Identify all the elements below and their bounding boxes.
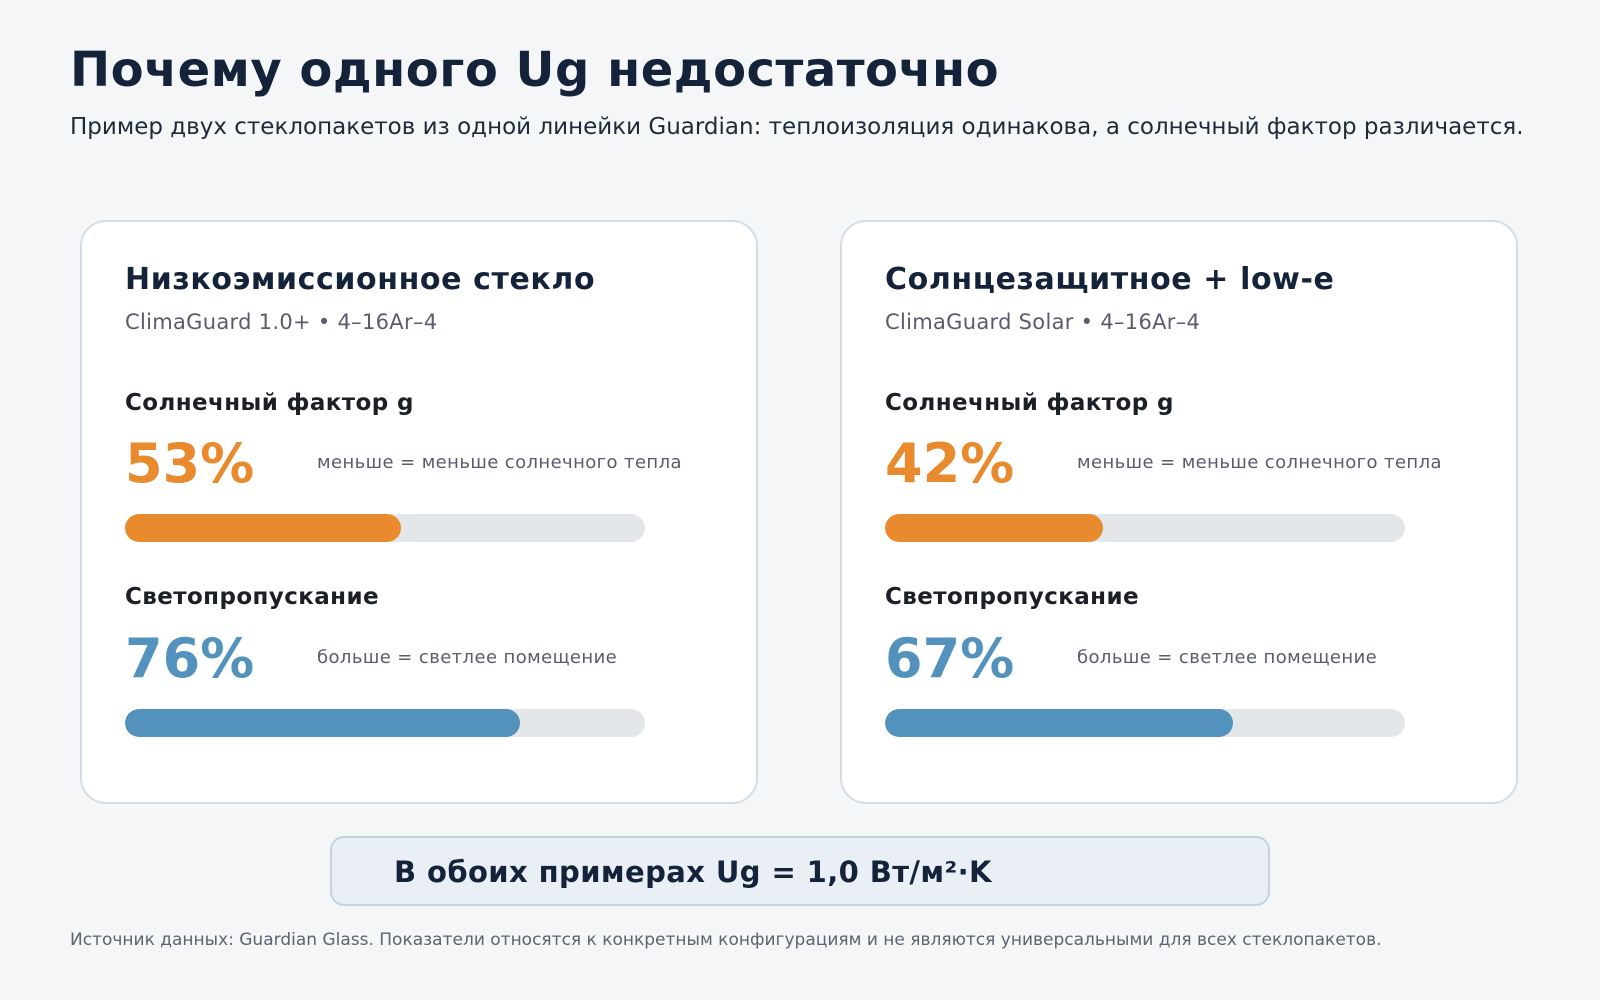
card-title: Низкоэмиссионное стекло <box>125 262 596 297</box>
page-title: Почему одного Ug недостаточно <box>70 42 1000 98</box>
metric-value: 67% <box>885 627 1015 690</box>
metric-value: 42% <box>885 432 1015 495</box>
metric-note: меньше = меньше солнечного тепла <box>1077 452 1442 473</box>
metric-label: Солнечный фактор g <box>125 390 414 416</box>
progress-bar-track <box>125 709 645 737</box>
card-title: Солнцезащитное + low-e <box>885 262 1335 297</box>
source-footnote: Источник данных: Guardian Glass. Показат… <box>70 930 1382 950</box>
metric-value: 76% <box>125 627 255 690</box>
metric-label: Солнечный фактор g <box>885 390 1174 416</box>
metric-note: меньше = меньше солнечного тепла <box>317 452 682 473</box>
summary-text: В обоих примерах Ug = 1,0 Вт/м²·K <box>394 855 992 889</box>
progress-bar-track <box>885 514 1405 542</box>
card-subtitle: ClimaGuard 1.0+ • 4–16Ar–4 <box>125 310 438 334</box>
metric-label: Светопропускание <box>125 584 379 610</box>
metric-value: 53% <box>125 432 255 495</box>
page-subtitle: Пример двух стеклопакетов из одной линей… <box>70 114 1524 140</box>
card-subtitle: ClimaGuard Solar • 4–16Ar–4 <box>885 310 1201 334</box>
card-solar-control-glass: Солнцезащитное + low-e ClimaGuard Solar … <box>840 220 1518 804</box>
metric-note: больше = светлее помещение <box>1077 647 1378 668</box>
progress-bar-track <box>885 709 1405 737</box>
progress-bar-fill <box>125 709 521 737</box>
metric-label: Светопропускание <box>885 584 1139 610</box>
progress-bar-fill <box>125 514 401 542</box>
metric-note: больше = светлее помещение <box>317 647 618 668</box>
progress-bar-fill <box>885 709 1234 737</box>
card-low-e-glass: Низкоэмиссионное стекло ClimaGuard 1.0+ … <box>80 220 758 804</box>
progress-bar-track <box>125 514 645 542</box>
summary-box: В обоих примерах Ug = 1,0 Вт/м²·K <box>330 836 1270 906</box>
progress-bar-fill <box>885 514 1104 542</box>
